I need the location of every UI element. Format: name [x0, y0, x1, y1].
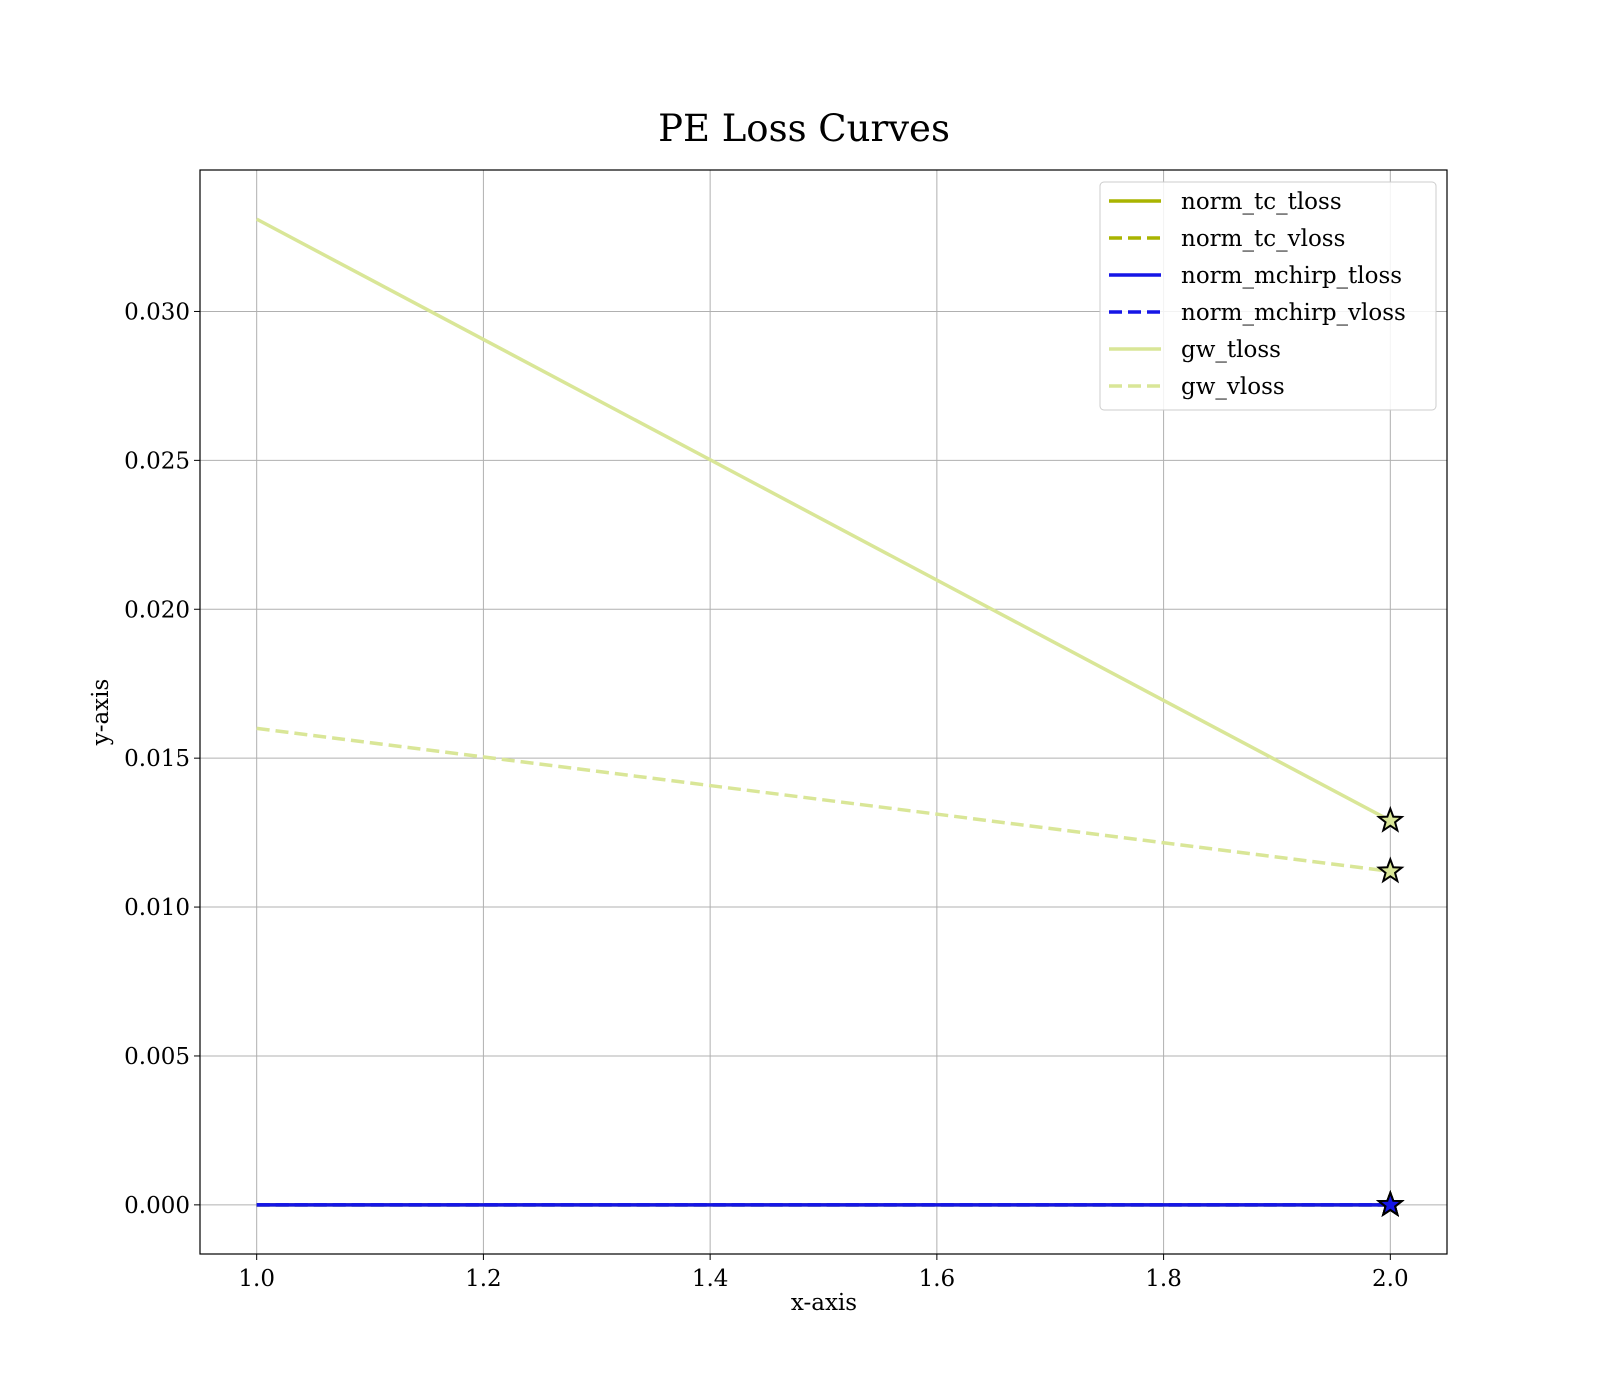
series-line-gw_tloss [255, 217, 1392, 823]
x-tick-label: 1.4 [692, 1266, 729, 1292]
x-tick-label: 1.2 [465, 1266, 502, 1292]
x-tick-label: 1.0 [238, 1266, 275, 1292]
end-star-marker [1376, 1189, 1405, 1217]
end-star-marker [1376, 856, 1405, 884]
legend-label: norm_tc_vloss [1181, 226, 1345, 252]
y-tick-label: 0.030 [124, 299, 190, 325]
legend-label: norm_mchirp_tloss [1181, 263, 1402, 289]
plot-area [199, 169, 1448, 1255]
y-axis-ticks: 0.000 0.005 0.010 0.015 0.020 0.025 0.030 [124, 299, 200, 1219]
x-axis-ticks: 1.0 1.2 1.4 1.6 1.8 2.0 [238, 1254, 1409, 1292]
final-point-markers [1376, 805, 1405, 1217]
y-axis-label: y-axis [88, 679, 114, 747]
y-tick-label: 0.015 [124, 746, 190, 772]
end-star-marker [1376, 805, 1405, 833]
x-axis-label: x-axis [791, 1290, 857, 1316]
legend-box [1099, 181, 1437, 411]
legend-label: norm_tc_tloss [1181, 189, 1342, 215]
y-tick-label: 0.010 [124, 895, 190, 921]
x-tick-label: 2.0 [1372, 1266, 1409, 1292]
series-line-gw_vloss [256, 726, 1391, 874]
legend-label: gw_tloss [1181, 337, 1281, 363]
legend: norm_tc_tloss norm_tc_vloss norm_mchirp_tl… [1099, 181, 1437, 411]
y-tick-label: 0.020 [124, 597, 190, 623]
y-tick-label: 0.005 [124, 1044, 190, 1070]
legend-label: norm_mchirp_vloss [1181, 300, 1406, 326]
chart-title: PE Loss Curves [658, 107, 950, 150]
y-tick-label: 0.000 [124, 1193, 190, 1219]
x-tick-label: 1.8 [1145, 1266, 1182, 1292]
legend-label: gw_vloss [1181, 374, 1285, 400]
x-tick-label: 1.6 [919, 1266, 956, 1292]
y-tick-label: 0.025 [124, 448, 190, 474]
series-lines [255, 217, 1392, 1207]
